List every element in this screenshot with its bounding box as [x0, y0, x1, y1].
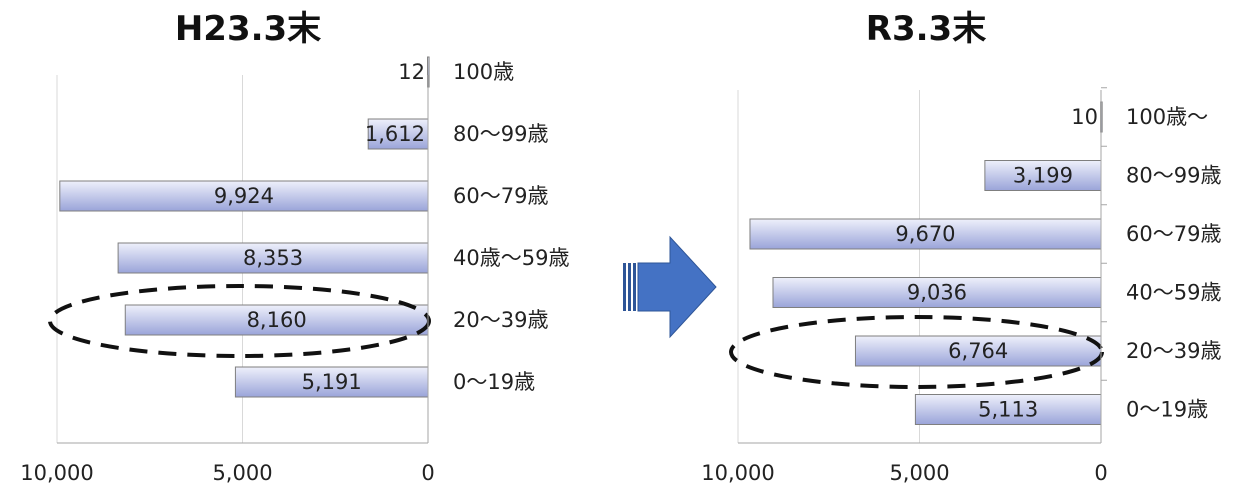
bar	[234, 366, 429, 398]
right-arrow-icon	[623, 235, 717, 339]
bar	[124, 304, 429, 336]
category-label: 80～99歳	[453, 122, 548, 146]
value-label: 8,353	[243, 246, 303, 270]
arrow-stripe-3	[633, 263, 636, 311]
category-label: 100歳～	[1126, 105, 1208, 129]
chart-r3-plot: 10,000 5,000 0 10 100歳～ 3,199 80～99歳 9,670 60～79…	[701, 87, 1221, 485]
category-label: 60～79歳	[1126, 222, 1221, 246]
value-label: 10	[1071, 105, 1098, 129]
category-label: 40歳～59歳	[453, 246, 569, 270]
value-label: 3,199	[1013, 164, 1073, 188]
bar	[914, 394, 1102, 425]
category-label: 40～59歳	[1126, 281, 1221, 305]
category-label: 60～79歳	[453, 184, 548, 208]
value-label: 1,612	[365, 122, 425, 146]
x-tick-label: 10,000	[701, 461, 774, 485]
chart-h23-plot: 10,000 5,000 0 12 100歳 1,612 80～99歳 9,924 60～79歳…	[20, 56, 569, 485]
category-label: 20～39歳	[453, 308, 548, 332]
highlight-dashed-ellipse	[48, 284, 431, 358]
x-tick-label: 5,000	[889, 461, 949, 485]
x-tick-label: 0	[1094, 461, 1107, 485]
category-label: 0～19歳	[1126, 398, 1208, 422]
bar	[984, 160, 1102, 191]
category-label: 20～39歳	[1126, 339, 1221, 363]
x-tick-label: 10,000	[20, 461, 93, 485]
arrow-stripe-2	[628, 263, 631, 311]
value-label: 9,670	[895, 222, 955, 246]
value-label: 5,191	[302, 370, 362, 394]
arrow-body	[637, 235, 717, 339]
value-label: 5,113	[978, 398, 1038, 422]
bar	[854, 335, 1102, 367]
category-label: 100歳	[453, 60, 514, 84]
bar	[749, 218, 1102, 250]
value-label: 9,924	[214, 184, 274, 208]
value-label: 12	[398, 60, 425, 84]
bar	[367, 118, 429, 150]
value-label: 8,160	[247, 308, 307, 332]
chart-r3: R3.3末 10,000 5,000 0 10 100歳～ 3,199 80～99歳 9,67…	[701, 9, 1221, 485]
x-tick-label: 0	[421, 461, 434, 485]
category-label: 0～19歳	[453, 370, 535, 394]
highlight-dashed-ellipse	[729, 315, 1104, 389]
x-tick-label: 5,000	[212, 461, 272, 485]
arrow-stripe-1	[623, 263, 626, 311]
chart-r3-title: R3.3末	[866, 9, 986, 49]
chart-h23-title: H23.3末	[175, 9, 321, 49]
bar	[117, 242, 429, 274]
category-label: 80～99歳	[1126, 164, 1221, 188]
value-label: 6,764	[948, 339, 1008, 363]
value-label: 9,036	[907, 281, 967, 305]
chart-h23: H23.3末 10,000 5,000 0 12 100歳 1,612 80～99歳 9,92…	[20, 9, 569, 485]
bar	[772, 277, 1102, 308]
